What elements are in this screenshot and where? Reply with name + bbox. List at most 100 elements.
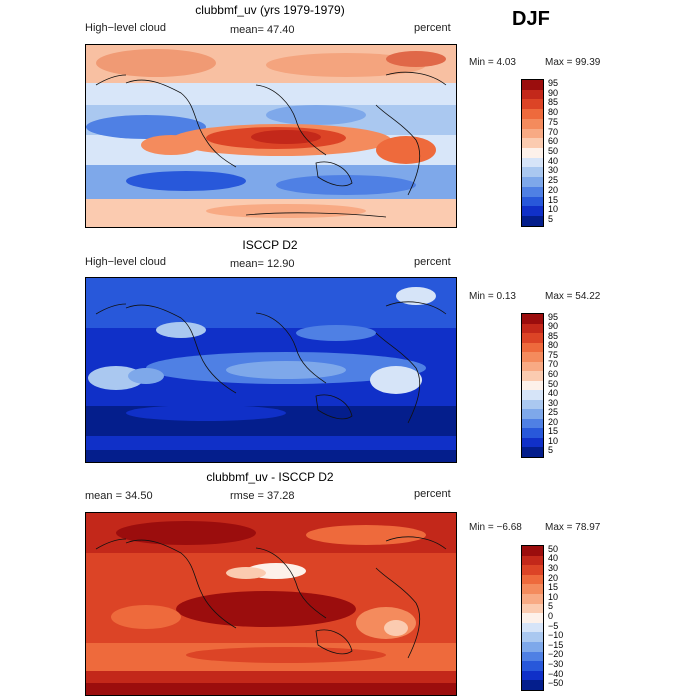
colorbar-tick-label: 10	[548, 435, 559, 446]
panel-1-variable-label: High−level cloud	[85, 22, 167, 34]
colorbar-swatch	[522, 428, 543, 438]
colorbar-swatch	[522, 447, 543, 457]
colorbar-swatch	[522, 390, 543, 400]
colorbar-swatch	[522, 80, 543, 90]
panel-1-title: clubbmf_uv (yrs 1979-1979)	[195, 3, 345, 17]
panel-2-title: ISCCP D2	[242, 238, 298, 252]
colorbar-tick-label: 25	[548, 407, 559, 418]
panel-1-field	[86, 45, 456, 227]
colorbar-swatch	[522, 622, 543, 633]
colorbar-swatch	[522, 418, 543, 429]
colorbar-tick-label: 5	[548, 214, 554, 225]
colorbar-tick-label: −40	[548, 668, 564, 679]
panel-1-units-label: percent	[414, 22, 451, 34]
colorbar-tick-label: 10	[548, 591, 559, 602]
colorbar-tick-label: 50	[548, 146, 559, 156]
colorbar-tick-label: 5	[548, 601, 554, 612]
panel-3-title: clubbmf_uv - ISCCP D2	[206, 470, 334, 484]
panel-2-colorbar	[521, 313, 544, 458]
panel-2-map	[85, 277, 457, 463]
colorbar-tick-label: 90	[548, 321, 559, 332]
colorbar-tick-label: 20	[548, 416, 559, 427]
colorbar-swatch	[522, 632, 543, 642]
panel-1-min: Min = 4.03	[469, 57, 516, 68]
colorbar-swatch	[522, 437, 543, 448]
panel-3-map	[85, 512, 457, 696]
colorbar-tick-label: 80	[548, 107, 559, 118]
colorbar-tick-label: 15	[548, 426, 559, 437]
colorbar-swatch	[522, 157, 543, 168]
colorbar-tick-label: 95	[548, 311, 559, 322]
panel-2-variable-label: High−level cloud	[85, 256, 167, 268]
panel-2-mean-label: mean= 12.90	[230, 258, 295, 270]
colorbar-swatch	[522, 138, 543, 149]
panel-3-units-label: percent	[414, 488, 451, 500]
colorbar-tick-label: 30	[548, 563, 559, 573]
colorbar-swatch	[522, 109, 543, 119]
colorbar-swatch	[522, 89, 543, 100]
colorbar-tick-label: −50	[548, 678, 564, 689]
colorbar-swatch	[522, 670, 543, 681]
colorbar-swatch	[522, 128, 543, 139]
colorbar-swatch	[522, 584, 543, 594]
colorbar-tick-label: 30	[548, 397, 559, 408]
colorbar-tick-label: −30	[548, 659, 564, 669]
panel-3-field	[86, 513, 456, 695]
colorbar-tick-label: 25	[548, 175, 559, 186]
colorbar-swatch	[522, 399, 543, 410]
colorbar-tick-label: 90	[548, 87, 559, 98]
colorbar-swatch	[522, 641, 543, 652]
colorbar-tick-label: 95	[548, 77, 559, 88]
colorbar-swatch	[522, 574, 543, 585]
panel-1-colorbar	[521, 79, 544, 227]
panel-1-mean-label: mean= 47.40	[230, 24, 295, 36]
colorbar-tick-label: 75	[548, 116, 559, 127]
panel-1-map	[85, 44, 457, 228]
colorbar-swatch	[522, 186, 543, 197]
colorbar-swatch	[522, 118, 543, 129]
colorbar-swatch	[522, 371, 543, 381]
colorbar-swatch	[522, 380, 543, 391]
colorbar-tick-label: 40	[548, 553, 559, 564]
colorbar-tick-label: 60	[548, 136, 559, 147]
panel-3-min: Min = −6.68	[469, 522, 522, 533]
colorbar-swatch	[522, 216, 543, 226]
colorbar-tick-label: 60	[548, 368, 559, 379]
colorbar-tick-label: −10	[548, 630, 564, 641]
colorbar-swatch	[522, 177, 543, 187]
colorbar-swatch	[522, 613, 543, 623]
panel-2-max: Max = 54.22	[545, 291, 601, 302]
colorbar-swatch	[522, 661, 543, 671]
colorbar-tick-label: 80	[548, 340, 559, 351]
colorbar-tick-label: 85	[548, 330, 559, 341]
colorbar-tick-label: 70	[548, 126, 559, 137]
colorbar-tick-label: 50	[548, 543, 559, 554]
colorbar-swatch	[522, 342, 543, 353]
colorbar-swatch	[522, 167, 543, 178]
colorbar-swatch	[522, 99, 543, 110]
colorbar-tick-label: 40	[548, 388, 559, 399]
panel-3-colorbar	[521, 545, 544, 691]
panel-1-max: Max = 99.39	[545, 57, 601, 68]
colorbar-swatch	[522, 555, 543, 566]
colorbar-tick-label: 40	[548, 155, 559, 166]
colorbar-tick-label: 70	[548, 359, 559, 370]
colorbar-swatch	[522, 323, 543, 334]
colorbar-tick-label: −20	[548, 649, 564, 660]
colorbar-tick-label: 10	[548, 204, 559, 215]
colorbar-tick-label: 0	[548, 611, 554, 621]
colorbar-swatch	[522, 361, 543, 372]
colorbar-swatch	[522, 206, 543, 217]
colorbar-swatch	[522, 148, 543, 158]
colorbar-swatch	[522, 651, 543, 662]
colorbar-swatch	[522, 409, 543, 419]
colorbar-swatch	[522, 565, 543, 575]
colorbar-tick-label: −5	[548, 620, 559, 631]
colorbar-swatch	[522, 352, 543, 362]
colorbar-tick-label: 50	[548, 378, 559, 389]
panel-2-field	[86, 278, 456, 462]
colorbar-swatch	[522, 333, 543, 343]
panel-3-rmse-label: rmse = 37.28	[230, 490, 295, 502]
panel-2-units-label: percent	[414, 256, 451, 268]
colorbar-swatch	[522, 603, 543, 614]
